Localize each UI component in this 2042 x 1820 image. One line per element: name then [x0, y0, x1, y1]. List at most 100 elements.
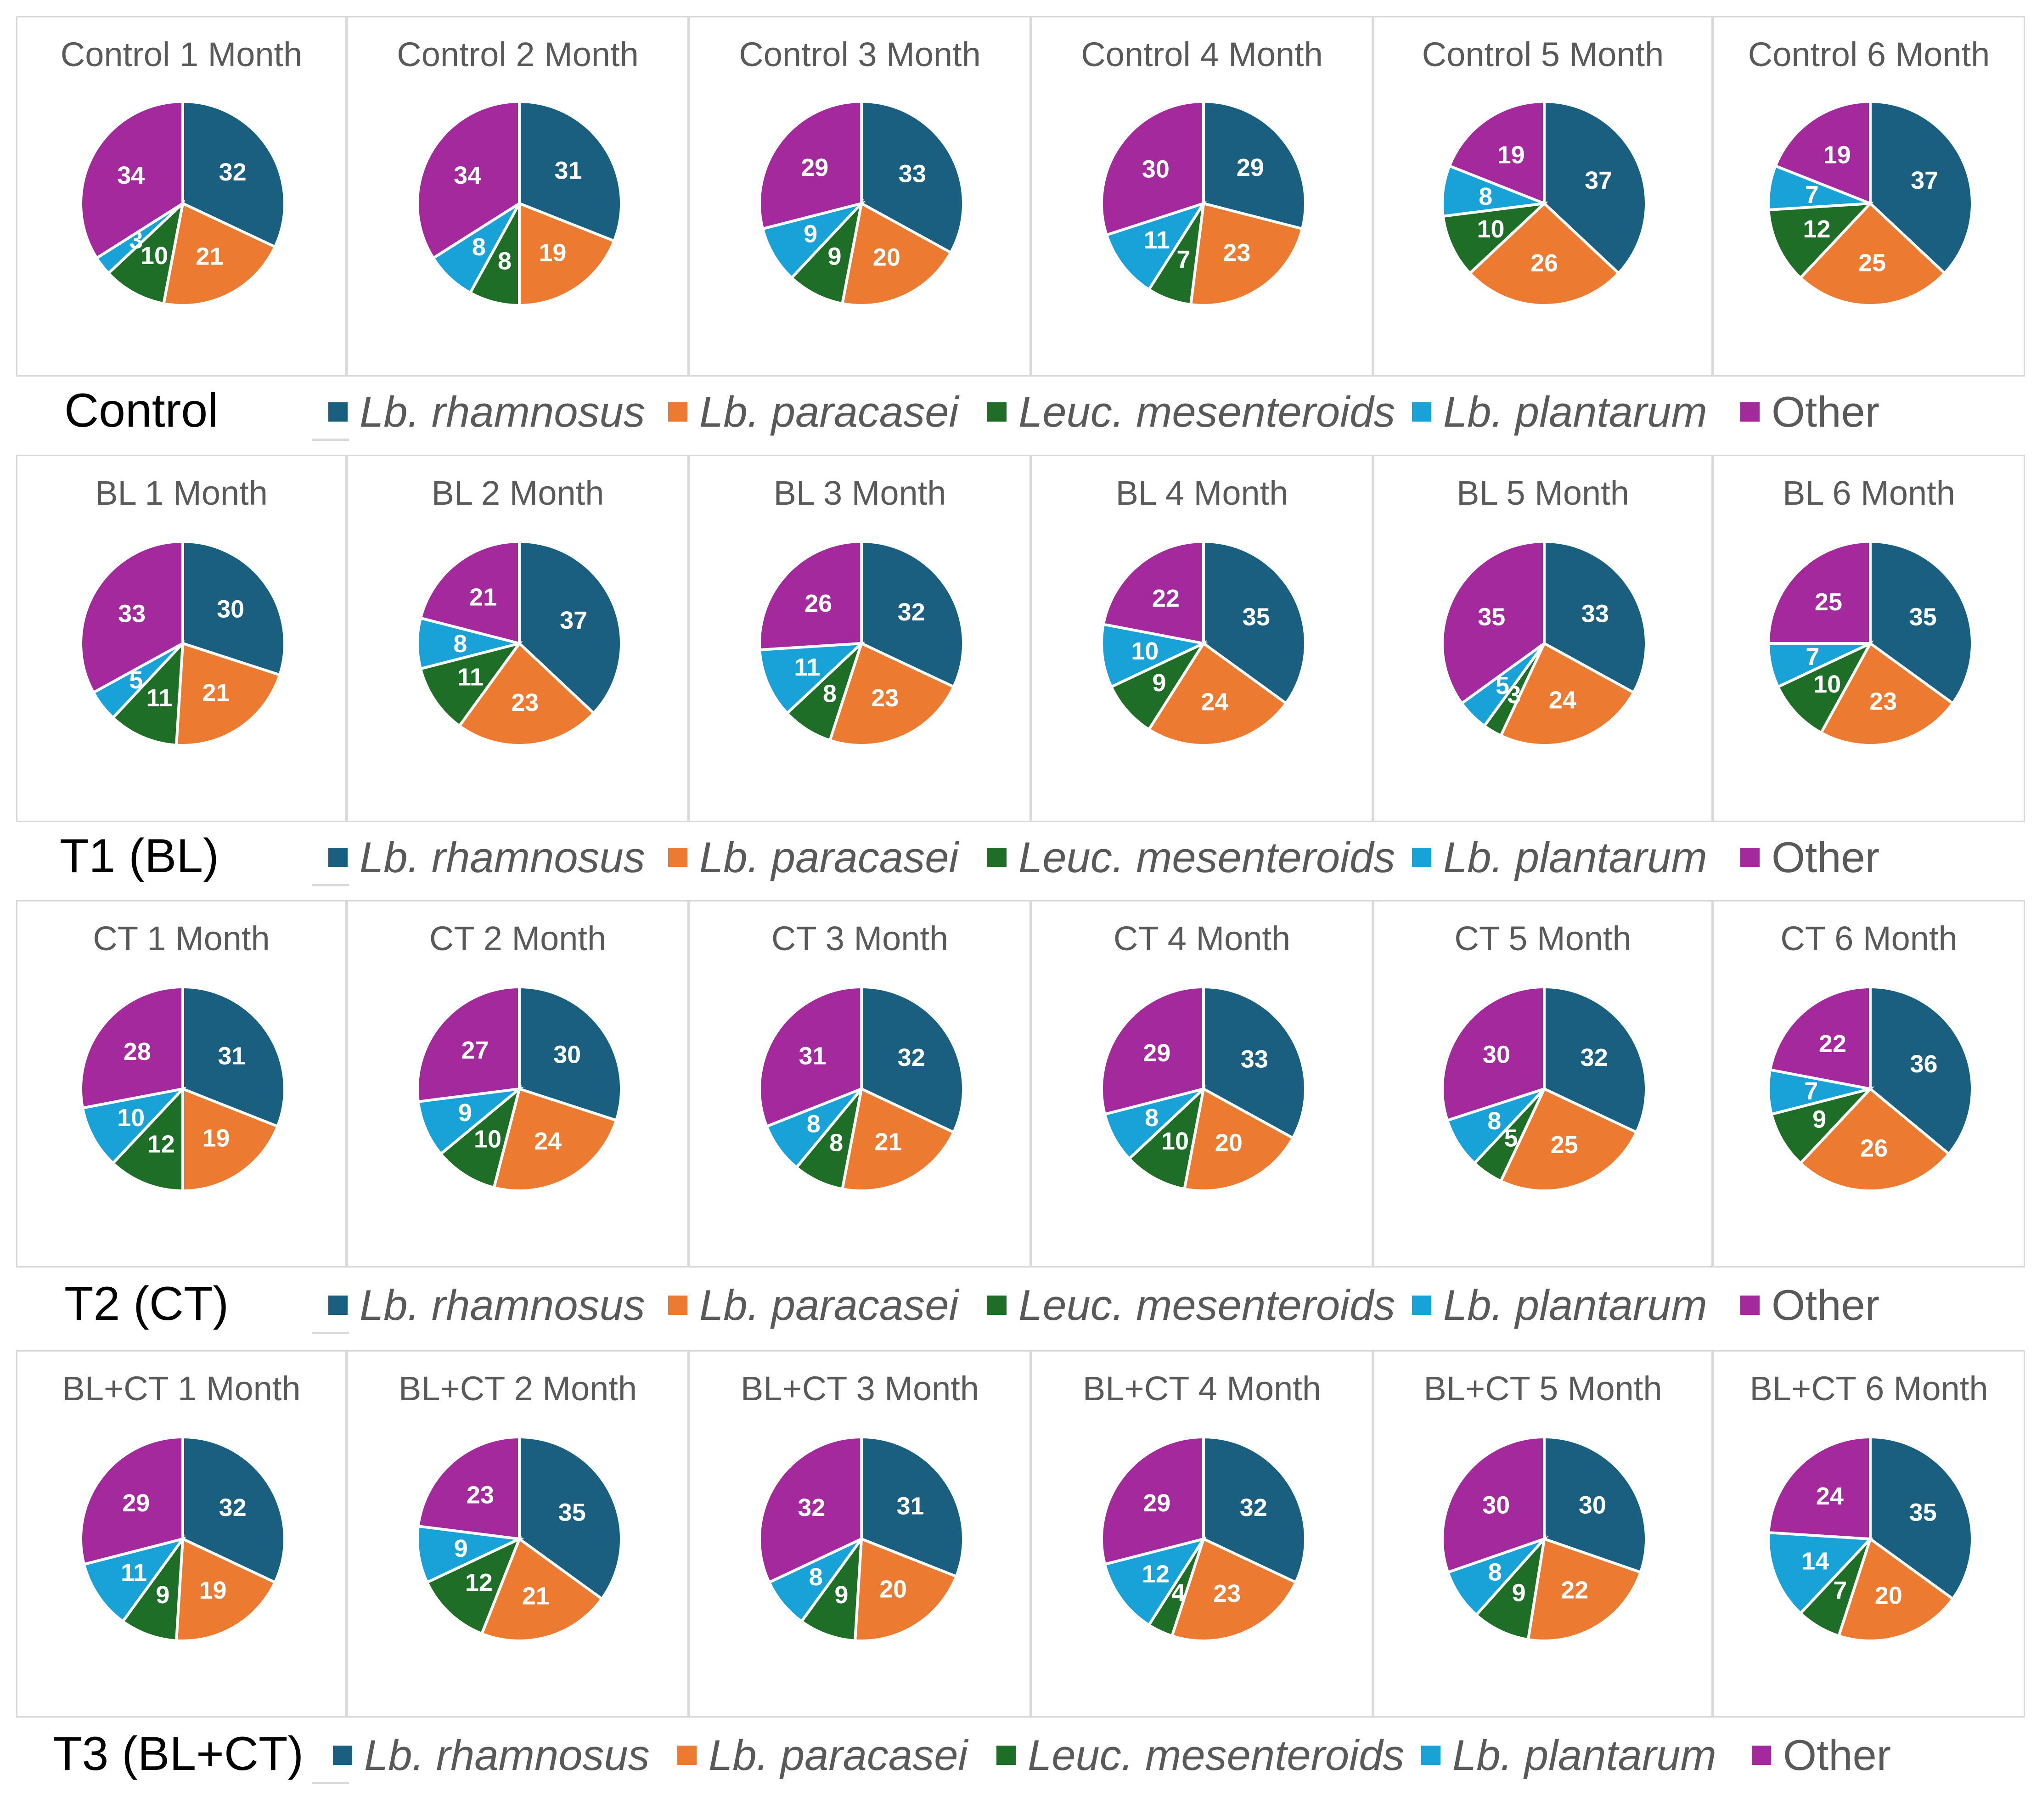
data-label: 25 — [1858, 249, 1886, 276]
data-label: 32 — [219, 158, 247, 186]
pie-chart: 37 23 11 821 — [416, 540, 623, 747]
data-label: 7 — [1806, 643, 1819, 671]
pie-slice — [1869, 100, 1974, 275]
data-label: 24 — [1816, 1482, 1844, 1510]
data-label: 8 — [1487, 1107, 1501, 1135]
pie-slice — [81, 1087, 187, 1166]
legend-label: Lb. plantarum — [1443, 1281, 1707, 1329]
pie-slice — [181, 1087, 280, 1193]
pie-slice — [1202, 100, 1307, 231]
legend-swatch — [1740, 402, 1760, 422]
pie-slice — [121, 1534, 185, 1642]
legend-swatch — [987, 1296, 1007, 1315]
pie-chart: 30 24 109 27 — [416, 985, 623, 1192]
data-label: 21 — [196, 242, 223, 270]
chart-title: BL+CT 1 Month — [62, 1369, 301, 1408]
legend-item: Leuc. mesenteroids — [987, 1280, 1395, 1330]
pie-slice — [1202, 985, 1307, 1140]
group-label: T3 (BL+CT) — [53, 1727, 304, 1781]
legend-item: Other — [1740, 387, 1879, 437]
data-label: 31 — [218, 1042, 245, 1070]
legend-underline — [312, 1782, 349, 1784]
legend-label: Lb. plantarum — [1443, 833, 1707, 881]
pie-slice — [518, 100, 623, 243]
legend-label: Leuc. mesenteroids — [1018, 1281, 1395, 1329]
pie-chart: 32 19 9 11 29 — [79, 1435, 286, 1642]
data-label: 36 — [1910, 1050, 1937, 1078]
data-label: 31 — [554, 157, 582, 184]
pie-slice — [1776, 640, 1874, 735]
pie-slice — [860, 1435, 965, 1578]
pie-slice — [181, 100, 286, 249]
pie-slice — [79, 540, 184, 695]
data-label: 23 — [466, 1481, 494, 1509]
pie-chart: 32 21 88 31 — [758, 985, 965, 1192]
pie-slice — [758, 100, 863, 231]
legend-swatch — [996, 1746, 1016, 1765]
legend-label: Lb. rhamnosus — [364, 1731, 650, 1779]
legend-item: Leuc. mesenteroids — [996, 1730, 1404, 1780]
legend-swatch — [328, 848, 348, 867]
legend-swatch — [677, 1746, 697, 1765]
data-label: 26 — [1860, 1135, 1888, 1162]
data-label: 25 — [1815, 588, 1842, 616]
pie-chart: 35 21 12 9 23 — [416, 1435, 623, 1642]
data-label: 32 — [1581, 1044, 1608, 1071]
pie-slice — [1441, 201, 1548, 275]
data-label: 9 — [834, 1581, 848, 1609]
pie-slice — [1869, 985, 1974, 1156]
chart-title: BL 6 Month — [1783, 474, 1955, 512]
pie-slice — [1468, 201, 1621, 307]
pie-slice — [1766, 540, 1872, 645]
chart-panel: CT 2 Month 30 24 10 9 27 — [347, 900, 689, 1268]
legend-swatch — [333, 1746, 352, 1765]
pie-slice — [860, 100, 965, 254]
data-label: 9 — [1812, 1106, 1826, 1133]
data-label: 11 — [457, 663, 483, 691]
data-label: 10 — [117, 1104, 145, 1132]
legend-item: Lb. rhamnosus — [328, 833, 645, 882]
pie-slice — [1441, 1435, 1546, 1574]
pie-slice — [1202, 540, 1307, 705]
pie-slice — [416, 1087, 524, 1156]
data-label: 8 — [472, 233, 485, 261]
data-label: 29 — [122, 1489, 150, 1517]
data-label: 32 — [798, 1494, 825, 1521]
data-label: 20 — [879, 1576, 906, 1603]
pie-slice — [1170, 1537, 1298, 1642]
legend-label: Other — [1772, 1281, 1880, 1329]
data-label: 32 — [897, 598, 925, 626]
pie-chart: 31 19 88 34 — [416, 100, 623, 307]
data-label: 22 — [1561, 1576, 1588, 1604]
legend-label: Leuc. mesenteroids — [1018, 833, 1395, 881]
data-label: 10 — [1161, 1127, 1188, 1155]
legend-swatch — [668, 402, 687, 422]
pie-chart: 32 23 811 26 — [758, 540, 965, 747]
chart-panel: Control 5 Month 37 26 10 8 19 — [1373, 16, 1713, 377]
data-label: 19 — [199, 1577, 227, 1604]
data-label: 11 — [121, 1559, 147, 1586]
pie-slice — [758, 985, 863, 1128]
pie-slice — [418, 540, 521, 645]
pie-chart: 35 20 714 24 — [1767, 1435, 1974, 1642]
data-label: 19 — [539, 239, 566, 266]
legend-item: Other — [1740, 1280, 1879, 1330]
legend-item: Other — [1740, 833, 1879, 882]
data-label: 23 — [1213, 1580, 1241, 1607]
pie-chart: 33 20 108 29 — [1100, 985, 1307, 1192]
pie-slice — [1767, 1435, 1872, 1541]
chart-title: BL+CT 3 Month — [741, 1369, 979, 1408]
data-label: 30 — [1483, 1041, 1510, 1068]
data-label: 33 — [118, 600, 146, 627]
data-label: 21 — [874, 1128, 902, 1156]
data-label: 35 — [1242, 603, 1270, 631]
pie-slice — [840, 201, 953, 307]
data-label: 8 — [809, 1563, 822, 1591]
chart-title: Control 2 Month — [397, 35, 639, 73]
pie-slice — [416, 1435, 521, 1541]
pie-slice — [416, 100, 521, 260]
chart-title: Control 1 Month — [60, 35, 303, 73]
legend-label: Other — [1772, 833, 1880, 881]
